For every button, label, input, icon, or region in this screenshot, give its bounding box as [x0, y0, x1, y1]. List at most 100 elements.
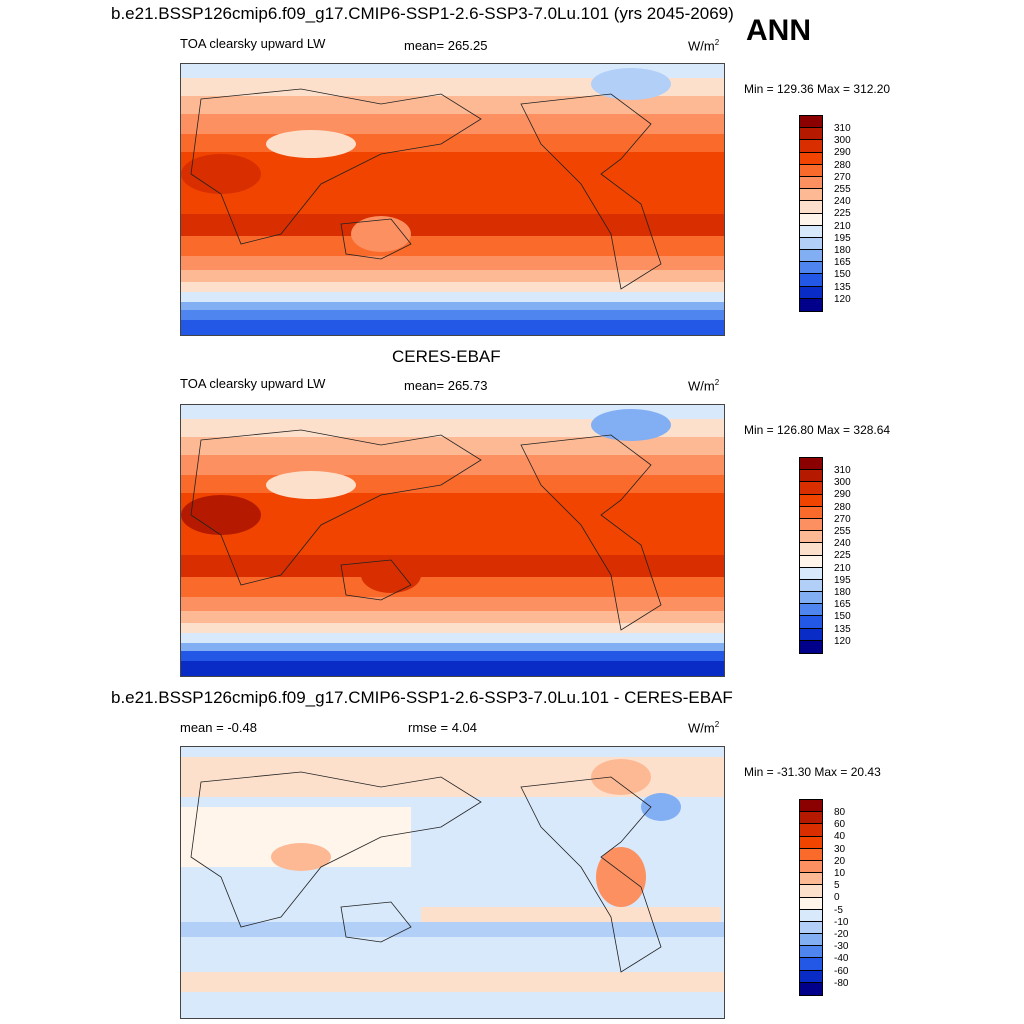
colorbar-swatch: [800, 836, 822, 849]
panel2-units: W/m2: [688, 378, 720, 394]
colorbar-swatch: [800, 567, 822, 580]
colorbar-tick-label: -60: [834, 965, 849, 977]
colorbar-swatch: [800, 934, 822, 947]
panel2-minmax: Min = 126.80 Max = 328.64: [744, 423, 891, 437]
colorbar-tick-label: 210: [834, 220, 851, 232]
colorbar-swatch: [800, 885, 822, 898]
colorbar-tick-label: 60: [834, 819, 846, 831]
colorbar-swatch: [800, 604, 822, 617]
colorbar-swatch: [800, 250, 822, 263]
panel2-colorbar: [799, 457, 823, 654]
colorbar-swatch: [800, 909, 822, 922]
colorbar-tick-label: 240: [834, 538, 851, 550]
colorbar-swatch: [800, 873, 822, 886]
panel3-map-field: [181, 747, 724, 1018]
colorbar-swatch: [800, 116, 822, 129]
colorbar-tick-label: 150: [834, 611, 851, 623]
colorbar-swatch: [800, 592, 822, 605]
colorbar-tick-label: 240: [834, 196, 851, 208]
colorbar-swatch: [800, 482, 822, 495]
colorbar-swatch: [800, 213, 822, 226]
colorbar-tick-label: 180: [834, 587, 851, 598]
colorbar-swatch: [800, 543, 822, 556]
colorbar-swatch: [800, 812, 822, 825]
colorbar-tick-label: 80: [834, 807, 846, 818]
colorbar-swatch: [800, 958, 822, 971]
colorbar-tick-label: 120: [834, 635, 851, 647]
colorbar-swatch: [800, 506, 822, 519]
panel3-minmax: Min = -31.30 Max = 20.43: [744, 765, 881, 779]
colorbar-tick-label: 180: [834, 245, 851, 256]
colorbar-swatch: [800, 824, 822, 837]
colorbar-tick-label: 225: [834, 208, 851, 220]
colorbar-tick-label: 255: [834, 526, 851, 537]
colorbar-tick-label: 290: [834, 147, 851, 159]
colorbar-tick-label: 0: [834, 892, 840, 904]
colorbar-tick-label: -10: [834, 916, 849, 928]
panel1-variable-label: TOA clearsky upward LW: [180, 36, 326, 51]
colorbar-tick-label: 135: [834, 281, 851, 293]
colorbar-swatch: [800, 225, 822, 238]
colorbar-tick-label: -5: [834, 904, 843, 916]
panel2-map: [180, 404, 725, 677]
colorbar-tick-label: 255: [834, 184, 851, 195]
panel1-minmax: Min = 129.36 Max = 312.20: [744, 82, 891, 96]
colorbar-swatch: [800, 262, 822, 275]
colorbar-swatch: [800, 616, 822, 629]
colorbar-swatch: [800, 274, 822, 287]
colorbar-swatch: [800, 628, 822, 641]
colorbar-tick-label: 135: [834, 623, 851, 635]
colorbar-tick-label: 270: [834, 171, 851, 183]
run-title: b.e21.BSSP126cmip6.f09_g17.CMIP6-SSP1-2.…: [111, 4, 734, 23]
colorbar-swatch: [800, 458, 822, 471]
colorbar-tick-label: 40: [834, 831, 846, 843]
colorbar-tick-label: 150: [834, 269, 851, 281]
colorbar-tick-label: 310: [834, 465, 851, 476]
colorbar-tick-label: 165: [834, 257, 851, 269]
colorbar-tick-label: -40: [834, 953, 849, 965]
colorbar-swatch: [800, 189, 822, 202]
panel2-title: CERES-EBAF: [392, 347, 501, 366]
season-label: ANN: [746, 14, 811, 47]
colorbar-swatch: [800, 982, 822, 995]
colorbar-tick-label: -80: [834, 977, 849, 989]
panel1-map-field: [181, 64, 724, 335]
colorbar-swatch: [800, 800, 822, 813]
colorbar-swatch: [800, 298, 822, 311]
colorbar-tick-label: -20: [834, 929, 849, 940]
colorbar-tick-label: 210: [834, 562, 851, 574]
colorbar-tick-label: 195: [834, 574, 851, 586]
colorbar-swatch: [800, 164, 822, 177]
colorbar-tick-label: 20: [834, 855, 846, 867]
panel2-mean: mean= 265.73: [404, 378, 488, 393]
colorbar-swatch: [800, 897, 822, 910]
panel1-mean: mean= 265.25: [404, 38, 488, 53]
colorbar-swatch: [800, 579, 822, 593]
colorbar-tick-label: 10: [834, 868, 846, 879]
panel3-rmse: rmse = 4.04: [408, 720, 478, 735]
panel3-mean: mean = -0.48: [180, 720, 257, 735]
colorbar-tick-label: 310: [834, 123, 851, 134]
colorbar-tick-label: 280: [834, 159, 851, 171]
colorbar-tick-label: 225: [834, 550, 851, 562]
panel2-map-field: [181, 405, 724, 676]
colorbar-swatch: [800, 555, 822, 568]
colorbar-tick-label: 120: [834, 293, 851, 305]
panel1-colorbar: [799, 115, 823, 312]
colorbar-swatch: [800, 152, 822, 165]
colorbar-swatch: [800, 921, 822, 935]
colorbar-swatch: [800, 140, 822, 153]
panel3-units: W/m2: [688, 720, 720, 736]
panel1-units: W/m2: [688, 38, 720, 54]
panel1-map: [180, 63, 725, 336]
colorbar-tick-label: 5: [834, 880, 840, 892]
colorbar-swatch: [800, 860, 822, 874]
colorbar-tick-label: 290: [834, 489, 851, 501]
colorbar-swatch: [800, 494, 822, 507]
panel3-colorbar: [799, 799, 823, 996]
colorbar-tick-label: 30: [834, 843, 846, 855]
colorbar-swatch: [800, 640, 822, 653]
colorbar-tick-label: 270: [834, 513, 851, 525]
colorbar-swatch: [800, 286, 822, 299]
colorbar-swatch: [800, 237, 822, 251]
